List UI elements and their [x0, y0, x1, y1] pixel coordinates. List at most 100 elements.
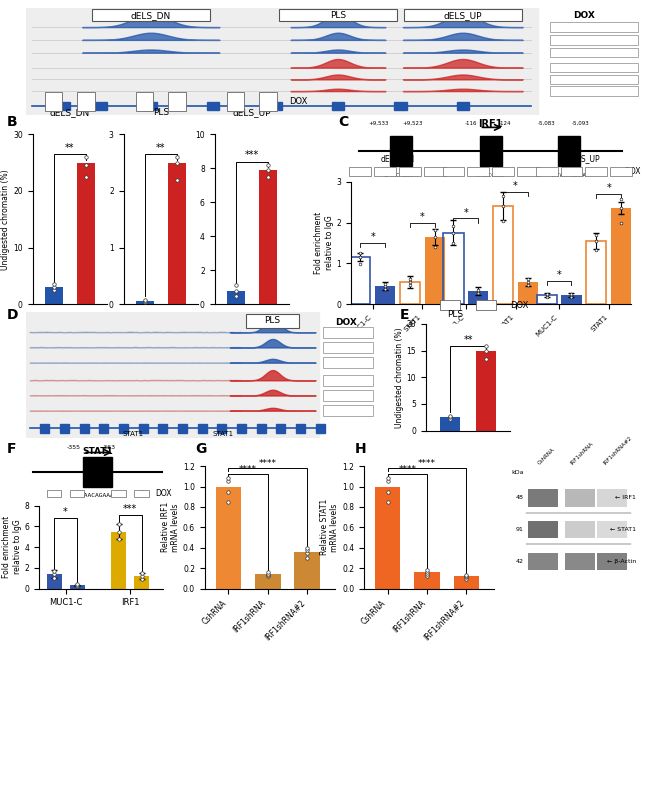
- Bar: [119, 424, 128, 433]
- Bar: [597, 521, 627, 538]
- Text: +: +: [568, 167, 575, 175]
- Text: -: -: [448, 301, 451, 310]
- Text: G: G: [195, 442, 207, 457]
- Bar: [60, 424, 69, 433]
- Bar: [536, 167, 558, 175]
- Bar: [269, 102, 282, 111]
- Bar: [611, 209, 631, 304]
- Text: -: -: [592, 23, 595, 32]
- Text: -116: -116: [465, 121, 478, 126]
- Bar: [468, 291, 488, 304]
- Text: dELS_UP: dELS_UP: [443, 11, 482, 20]
- Bar: [476, 351, 497, 431]
- Bar: [375, 286, 395, 304]
- Y-axis label: Relative STAT1
mRNA levels: Relative STAT1 mRNA levels: [320, 499, 339, 555]
- Bar: [443, 233, 463, 304]
- Text: +: +: [590, 87, 597, 96]
- Text: +: +: [525, 167, 531, 175]
- Text: +9,523: +9,523: [402, 121, 423, 126]
- Bar: [439, 300, 460, 310]
- Bar: [586, 167, 607, 175]
- Bar: [257, 424, 266, 433]
- Bar: [237, 424, 246, 433]
- Bar: [136, 92, 153, 111]
- Text: DOX: DOX: [510, 301, 528, 310]
- Bar: [550, 86, 638, 96]
- Bar: [400, 282, 420, 304]
- Bar: [70, 585, 84, 589]
- Bar: [276, 424, 285, 433]
- Text: **: **: [65, 143, 75, 152]
- Text: *: *: [463, 208, 468, 217]
- Bar: [374, 167, 396, 175]
- Text: -: -: [359, 167, 361, 175]
- Bar: [26, 312, 319, 438]
- Text: +: +: [482, 301, 490, 310]
- Text: +: +: [138, 489, 145, 498]
- Text: -355: -355: [66, 446, 80, 450]
- Text: +: +: [432, 167, 438, 175]
- Bar: [227, 291, 244, 304]
- Bar: [424, 167, 446, 175]
- Text: +: +: [590, 63, 597, 72]
- Text: 42: 42: [515, 559, 523, 564]
- Text: TTTATAAGAAA: TTTATAAGAAA: [551, 173, 587, 178]
- Text: F: F: [6, 442, 16, 457]
- Text: ← IRF1: ← IRF1: [615, 495, 636, 500]
- Title: STAT1
PLS: STAT1 PLS: [87, 468, 114, 488]
- Bar: [47, 574, 62, 589]
- Bar: [40, 424, 49, 433]
- Bar: [467, 167, 489, 175]
- Y-axis label: Fold enrichment
relative to IgG: Fold enrichment relative to IgG: [2, 516, 21, 578]
- Bar: [492, 167, 514, 175]
- Bar: [493, 206, 514, 304]
- Bar: [83, 457, 112, 487]
- Text: -: -: [143, 96, 146, 106]
- Bar: [144, 102, 157, 111]
- Bar: [77, 163, 95, 304]
- Text: ← STAT1: ← STAT1: [610, 527, 636, 532]
- Text: DOX: DOX: [624, 167, 641, 175]
- Text: -: -: [234, 96, 237, 106]
- Text: +: +: [590, 75, 597, 84]
- Text: +9,533: +9,533: [369, 121, 389, 126]
- Text: STAT1: STAT1: [123, 431, 144, 437]
- Text: *: *: [420, 212, 425, 222]
- Text: PLS: PLS: [330, 11, 346, 20]
- Text: +: +: [475, 167, 482, 175]
- Bar: [610, 167, 632, 175]
- Bar: [323, 327, 373, 337]
- Text: kDa: kDa: [511, 470, 523, 475]
- Text: C: C: [338, 115, 348, 129]
- Text: +: +: [344, 406, 352, 415]
- Bar: [550, 35, 638, 45]
- Title: PLS: PLS: [153, 108, 169, 117]
- Bar: [528, 553, 558, 570]
- Bar: [439, 417, 460, 431]
- Bar: [45, 288, 62, 304]
- Text: +: +: [382, 167, 388, 175]
- Text: +: +: [73, 489, 81, 498]
- FancyBboxPatch shape: [92, 9, 210, 21]
- Bar: [586, 241, 606, 304]
- Bar: [424, 237, 445, 304]
- Bar: [216, 487, 241, 589]
- Bar: [456, 102, 469, 111]
- Title: dELS_UP: dELS_UP: [233, 108, 271, 117]
- Text: IRF1: IRF1: [478, 119, 503, 129]
- Text: ***: ***: [123, 504, 137, 514]
- Y-axis label: Undigested chromatin (%): Undigested chromatin (%): [1, 169, 10, 269]
- Bar: [566, 521, 595, 538]
- Text: IRF1shRNA: IRF1shRNA: [570, 442, 595, 466]
- Text: E: E: [400, 308, 410, 322]
- Bar: [136, 301, 153, 304]
- Bar: [296, 424, 305, 433]
- Text: +: +: [174, 96, 181, 106]
- Bar: [518, 282, 538, 304]
- Bar: [550, 48, 638, 58]
- Text: STAT1: STAT1: [82, 447, 113, 456]
- FancyBboxPatch shape: [246, 314, 300, 328]
- Text: dELS_UP: dELS_UP: [567, 154, 600, 164]
- Bar: [45, 92, 62, 111]
- Text: *: *: [63, 507, 68, 517]
